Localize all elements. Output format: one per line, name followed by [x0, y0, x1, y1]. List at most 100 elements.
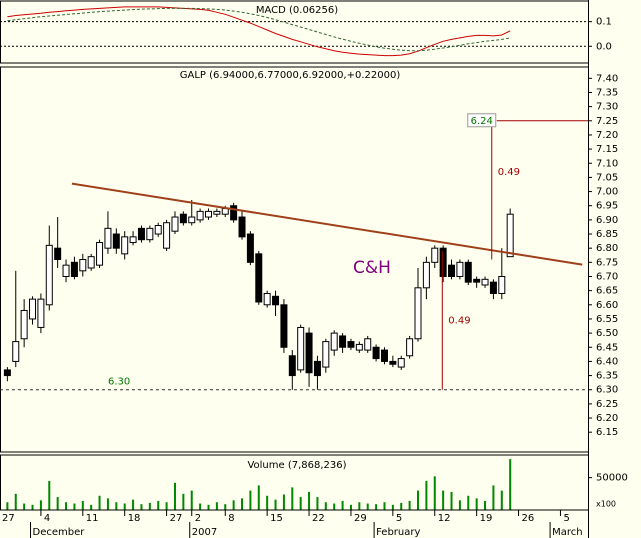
y-tick-label: 50000 — [596, 473, 628, 484]
volume-bar — [500, 490, 503, 510]
x-tick-label: 2 — [195, 513, 201, 524]
x-tick-label: 22 — [312, 513, 325, 524]
candle-body — [238, 216, 246, 238]
trend-line — [71, 182, 583, 266]
volume-bar — [417, 490, 419, 510]
volume-bar — [65, 502, 68, 510]
candle-body — [154, 225, 162, 235]
macd-line — [7, 6, 511, 57]
candle-body — [347, 341, 355, 348]
candle-body — [489, 281, 497, 294]
y-tick-label: 7.10 — [596, 158, 618, 169]
candle-body — [330, 332, 338, 351]
price-title: GALP (6.94000,6.77000,6.92000,+0.22000) — [180, 70, 401, 81]
target-box — [467, 113, 497, 128]
candle-body — [221, 208, 229, 215]
y-tick-label: 6.80 — [596, 243, 618, 254]
candle-body — [305, 332, 313, 374]
volume-bar — [6, 502, 9, 510]
volume-bar — [366, 503, 369, 510]
y-tick-label: 6.85 — [596, 229, 618, 240]
y-tick-label: 7.15 — [596, 144, 618, 155]
candle-body — [196, 210, 204, 221]
volume-bar — [132, 499, 135, 510]
candle-body — [129, 236, 137, 244]
candle-body — [272, 295, 280, 306]
y-tick-label: 0.0 — [596, 41, 612, 52]
candle-body — [54, 247, 62, 260]
y-tick-label: 6.40 — [596, 356, 618, 367]
volume-bar — [408, 500, 411, 510]
candle-body — [481, 278, 489, 286]
candle-body — [179, 213, 187, 224]
x-tick-label: 8 — [228, 513, 234, 524]
candle-body — [397, 358, 405, 368]
candle-body — [96, 242, 104, 266]
volume-bar — [375, 504, 378, 510]
y-tick-label: 7.00 — [596, 187, 618, 198]
candle-body — [414, 287, 422, 340]
candle-body — [62, 264, 70, 277]
volume-unit: x100 — [596, 500, 616, 509]
measured-move-label: 0.49 — [498, 167, 520, 178]
y-tick-label: 7.25 — [596, 116, 618, 127]
candle-body — [188, 216, 196, 224]
volume-bar — [31, 504, 34, 510]
candle-body — [137, 227, 145, 241]
volume-bar — [458, 500, 461, 510]
volume-bar — [391, 504, 394, 510]
target-label: 6.24 — [471, 116, 493, 127]
candle-body — [422, 261, 430, 289]
candle-body — [313, 360, 321, 377]
candle-body — [171, 216, 179, 232]
candle-body — [448, 264, 456, 277]
x-tick-label: 18 — [128, 513, 141, 524]
x-tick-label: 29 — [354, 513, 367, 524]
candle-body — [372, 346, 380, 360]
volume-bar — [349, 504, 352, 510]
candle-body — [79, 259, 87, 272]
y-tick-label: 6.75 — [596, 257, 618, 268]
volume-bar — [224, 504, 227, 510]
candle-body — [322, 341, 330, 368]
candle-body — [280, 304, 288, 348]
candle-body — [87, 256, 95, 269]
volume-bar — [308, 491, 311, 510]
candle-body — [431, 247, 439, 263]
volume-bar — [39, 500, 42, 510]
x-tick-label: 27 — [2, 513, 15, 524]
volume-bar — [207, 504, 210, 510]
candle-body — [389, 360, 397, 365]
volume-bar — [106, 498, 109, 510]
volume-bar — [383, 502, 386, 510]
candle-body — [255, 253, 263, 303]
volume-bar — [249, 490, 252, 510]
volume-bar — [282, 494, 285, 510]
y-tick-label: 6.45 — [596, 342, 618, 353]
macd-title: MACD (0.06256) — [256, 5, 338, 16]
candle-body — [297, 326, 305, 371]
month-label: February — [376, 527, 420, 538]
volume-bar — [333, 503, 336, 510]
month-label: December — [33, 527, 86, 538]
candle-body — [20, 309, 28, 340]
y-tick-label: 6.35 — [596, 371, 618, 382]
volume-bar — [232, 500, 235, 510]
volume-bar — [324, 502, 327, 510]
volume-bar — [199, 503, 202, 510]
candle-body — [70, 261, 78, 277]
candle-body — [288, 355, 296, 377]
candle-body — [464, 261, 472, 283]
x-tick-label: 11 — [86, 513, 99, 524]
x-tick-label: 27 — [170, 513, 183, 524]
y-tick-label: 6.70 — [596, 271, 618, 282]
volume-bar — [299, 497, 302, 510]
y-tick-label: 6.20 — [596, 413, 618, 424]
volume-bar — [81, 500, 84, 510]
y-tick-label: 7.05 — [596, 172, 618, 183]
candle-body — [506, 213, 514, 258]
candle-body — [213, 210, 221, 215]
month-label: March — [552, 527, 582, 538]
volume-bar — [157, 500, 160, 510]
